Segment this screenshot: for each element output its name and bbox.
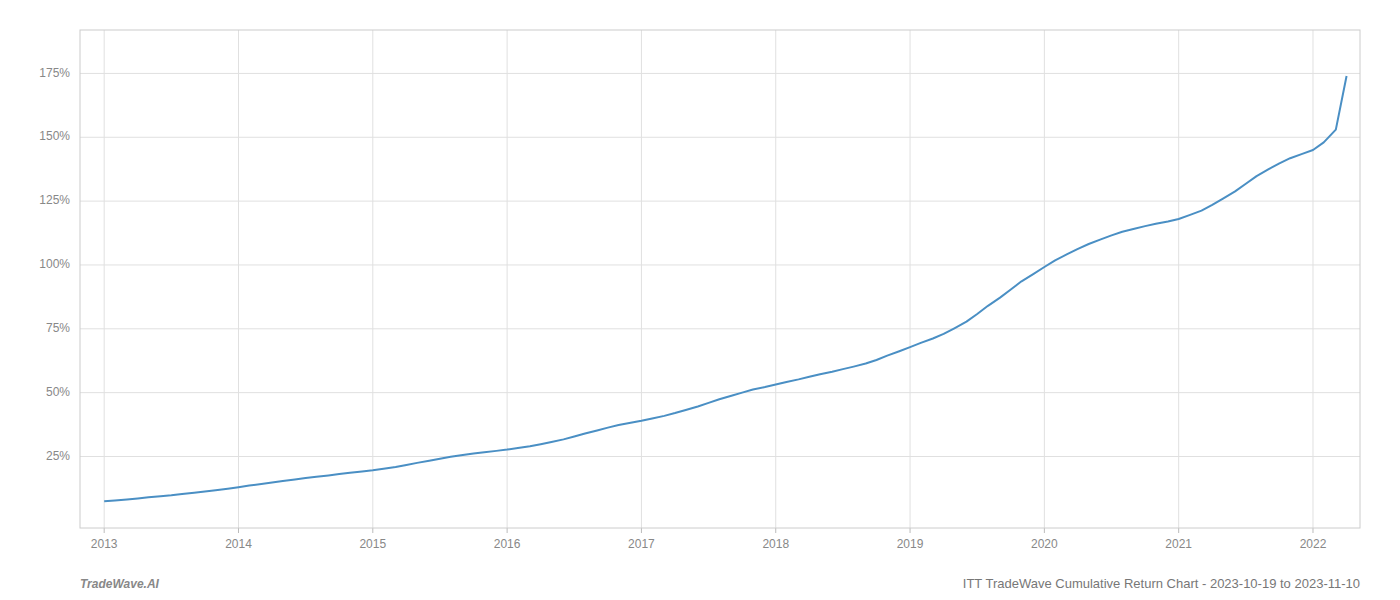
x-tick-label: 2020 xyxy=(1031,537,1058,551)
y-grid-line xyxy=(80,137,1360,138)
y-tick-label: 50% xyxy=(46,385,70,399)
y-grid-line xyxy=(80,456,1360,457)
y-tick-label: 125% xyxy=(39,193,70,207)
x-grid-line xyxy=(372,30,373,528)
x-tick-label: 2017 xyxy=(628,537,655,551)
x-grid-line xyxy=(238,30,239,528)
x-tick xyxy=(775,528,776,533)
y-tick-label: 100% xyxy=(39,257,70,271)
x-grid-line xyxy=(1312,30,1313,528)
x-tick xyxy=(1178,528,1179,533)
x-tick-label: 2022 xyxy=(1300,537,1327,551)
chart-container: 25% 50% 75% 100% 125% 150% 175% 2013 2014 2015 201… xyxy=(0,0,1400,600)
x-tick xyxy=(104,528,105,533)
x-tick-label: 2018 xyxy=(762,537,789,551)
x-grid-line xyxy=(1044,30,1045,528)
y-tick-label: 150% xyxy=(39,129,70,143)
x-tick xyxy=(1044,528,1045,533)
x-tick xyxy=(238,528,239,533)
grid xyxy=(80,30,1360,528)
x-tick xyxy=(1312,528,1313,533)
chart-title: ITT TradeWave Cumulative Return Chart - … xyxy=(963,576,1360,591)
y-grid-line xyxy=(80,392,1360,393)
x-tick xyxy=(507,528,508,533)
x-grid-line xyxy=(104,30,105,528)
x-tick-label: 2019 xyxy=(897,537,924,551)
x-tick-label: 2016 xyxy=(494,537,521,551)
watermark: TradeWave.AI xyxy=(80,577,160,591)
y-grid-line xyxy=(80,201,1360,202)
x-tick-label: 2014 xyxy=(225,537,252,551)
y-tick-label: 25% xyxy=(46,449,70,463)
plot-frame xyxy=(80,30,1360,528)
y-grid-line xyxy=(80,328,1360,329)
x-tick-label: 2013 xyxy=(91,537,118,551)
x-tick-label: 2015 xyxy=(359,537,386,551)
y-tick-label: 175% xyxy=(39,66,70,80)
x-grid-line xyxy=(775,30,776,528)
line-series xyxy=(104,76,1346,501)
axes: 25% 50% 75% 100% 125% 150% 175% 2013 2014 2015 201… xyxy=(39,30,1360,551)
x-grid-line xyxy=(910,30,911,528)
chart-svg: 25% 50% 75% 100% 125% 150% 175% 2013 2014 2015 201… xyxy=(0,0,1400,600)
x-grid-line xyxy=(507,30,508,528)
x-tick-label: 2021 xyxy=(1165,537,1192,551)
x-tick xyxy=(372,528,373,533)
y-grid-line xyxy=(80,264,1360,265)
y-grid-line xyxy=(80,73,1360,74)
x-grid-line xyxy=(1178,30,1179,528)
series-group xyxy=(104,76,1346,501)
x-tick xyxy=(641,528,642,533)
y-tick-label: 75% xyxy=(46,321,70,335)
x-grid-line xyxy=(641,30,642,528)
x-tick xyxy=(910,528,911,533)
